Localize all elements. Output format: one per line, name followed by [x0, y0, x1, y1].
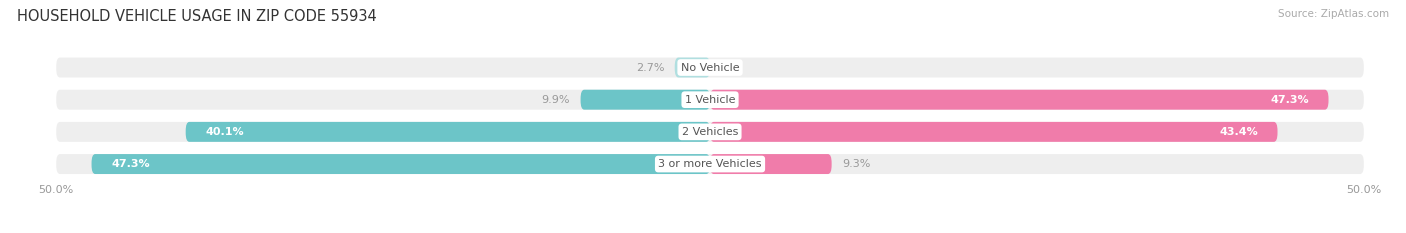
- FancyBboxPatch shape: [710, 122, 1278, 142]
- Text: 1 Vehicle: 1 Vehicle: [685, 95, 735, 105]
- Text: 2.7%: 2.7%: [636, 62, 664, 72]
- Text: 43.4%: 43.4%: [1219, 127, 1258, 137]
- FancyBboxPatch shape: [56, 90, 1364, 110]
- Text: 9.9%: 9.9%: [541, 95, 569, 105]
- Text: Source: ZipAtlas.com: Source: ZipAtlas.com: [1278, 9, 1389, 19]
- Text: 40.1%: 40.1%: [205, 127, 243, 137]
- FancyBboxPatch shape: [581, 90, 710, 110]
- FancyBboxPatch shape: [56, 122, 1364, 142]
- FancyBboxPatch shape: [186, 122, 710, 142]
- Text: 47.3%: 47.3%: [1270, 95, 1309, 105]
- FancyBboxPatch shape: [710, 90, 1329, 110]
- FancyBboxPatch shape: [710, 154, 831, 174]
- Text: 47.3%: 47.3%: [111, 159, 150, 169]
- Text: 9.3%: 9.3%: [842, 159, 870, 169]
- FancyBboxPatch shape: [675, 58, 710, 78]
- FancyBboxPatch shape: [56, 58, 1364, 78]
- FancyBboxPatch shape: [91, 154, 710, 174]
- Text: 3 or more Vehicles: 3 or more Vehicles: [658, 159, 762, 169]
- FancyBboxPatch shape: [56, 154, 1364, 174]
- Text: 2 Vehicles: 2 Vehicles: [682, 127, 738, 137]
- Text: HOUSEHOLD VEHICLE USAGE IN ZIP CODE 55934: HOUSEHOLD VEHICLE USAGE IN ZIP CODE 5593…: [17, 9, 377, 24]
- Text: No Vehicle: No Vehicle: [681, 62, 740, 72]
